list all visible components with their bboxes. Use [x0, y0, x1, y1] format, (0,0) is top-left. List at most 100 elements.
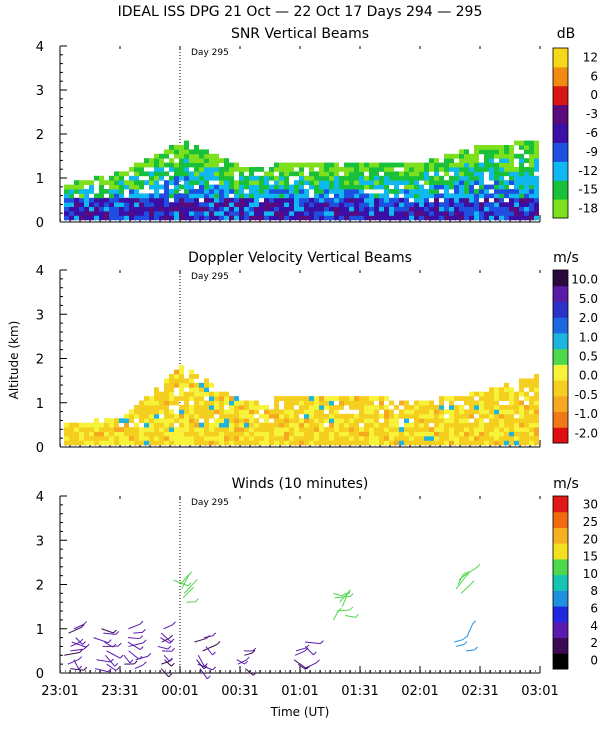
heatmap-cell	[89, 211, 94, 216]
heatmap-cell	[534, 431, 539, 437]
heatmap-cell	[359, 413, 364, 419]
heatmap-cell	[504, 145, 509, 150]
heatmap-cell	[149, 175, 154, 181]
heatmap-cell	[514, 193, 519, 199]
heatmap-cell	[419, 400, 424, 406]
heatmap-cell	[234, 440, 239, 446]
heatmap-cell	[529, 149, 534, 155]
heatmap-cell	[524, 197, 529, 203]
heatmap-cell	[259, 184, 264, 190]
heatmap-cell	[384, 197, 389, 203]
heatmap-cell	[314, 197, 319, 203]
heatmap-cell	[404, 175, 409, 181]
heatmap-cell	[229, 418, 234, 424]
heatmap-cell	[214, 215, 219, 221]
heatmap-cell	[74, 215, 79, 221]
heatmap-cell	[344, 184, 349, 190]
heatmap-cell	[499, 193, 504, 199]
heatmap-cell	[429, 404, 434, 410]
heatmap-cell	[299, 409, 304, 415]
heatmap-cell	[409, 167, 414, 172]
heatmap-cell	[344, 422, 349, 428]
wind-barb-flag	[203, 665, 208, 670]
heatmap-cell	[399, 435, 404, 441]
heatmap-cell	[169, 145, 174, 150]
heatmap-cell	[144, 202, 149, 207]
heatmap-cell	[199, 184, 204, 190]
heatmap-cell	[449, 175, 454, 181]
heatmap-cell	[144, 400, 149, 406]
heatmap-cell	[529, 400, 534, 406]
heatmap-cell	[424, 431, 429, 437]
heatmap-cell	[409, 180, 414, 185]
heatmap-cell	[434, 162, 439, 168]
heatmap-cell	[179, 158, 184, 163]
heatmap-cell	[504, 189, 509, 194]
heatmap-cell	[444, 158, 449, 163]
heatmap-cell	[209, 189, 214, 194]
heatmap-cell	[389, 215, 394, 221]
heatmap-cell	[274, 189, 279, 194]
heatmap-cell	[344, 413, 349, 419]
heatmap-cell	[154, 440, 159, 446]
heatmap-cell	[154, 387, 159, 393]
heatmap-cell	[499, 149, 504, 155]
heatmap-cell	[234, 162, 239, 168]
heatmap-cell	[199, 153, 204, 159]
heatmap-cell	[314, 409, 319, 415]
heatmap-cell	[384, 435, 389, 441]
heatmap-cell	[389, 162, 394, 168]
heatmap-cell	[524, 382, 529, 388]
heatmap-cell	[279, 206, 284, 212]
heatmap-cell	[164, 422, 169, 428]
colorbar-swatch	[553, 427, 568, 444]
heatmap-cell	[114, 422, 119, 428]
heatmap-cell	[219, 409, 224, 415]
heatmap-cell	[344, 418, 349, 424]
heatmap-cell	[289, 193, 294, 199]
heatmap-cell	[454, 404, 459, 410]
heatmap-cell	[184, 145, 189, 150]
x-tick-label: 03:01	[521, 684, 558, 699]
heatmap-cell	[339, 440, 344, 446]
heatmap-cell	[469, 167, 474, 172]
heatmap-cell	[289, 396, 294, 401]
heatmap-cell	[474, 422, 479, 428]
colorbar-swatch	[553, 621, 568, 639]
heatmap-cell	[314, 189, 319, 194]
heatmap-cell	[264, 180, 269, 185]
heatmap-cell	[289, 184, 294, 190]
heatmap-cell	[164, 427, 169, 432]
heatmap-cell	[224, 167, 229, 172]
heatmap-cell	[174, 373, 179, 379]
heatmap-cell	[229, 404, 234, 410]
heatmap-cell	[494, 400, 499, 406]
heatmap-cell	[174, 440, 179, 446]
heatmap-cell	[534, 153, 539, 159]
heatmap-cell	[479, 175, 484, 181]
heatmap-cell	[279, 184, 284, 190]
heatmap-cell	[164, 387, 169, 393]
heatmap-cell	[359, 404, 364, 410]
heatmap-cell	[219, 184, 224, 190]
heatmap-cell	[264, 171, 269, 177]
heatmap-cell	[474, 158, 479, 163]
heatmap-cell	[314, 418, 319, 424]
heatmap-cell	[194, 435, 199, 441]
heatmap-cell	[339, 202, 344, 207]
heatmap-cell	[234, 211, 239, 216]
heatmap-cell	[169, 413, 174, 419]
heatmap-cell	[369, 418, 374, 424]
heatmap-cell	[474, 206, 479, 212]
heatmap-cell	[304, 413, 309, 419]
heatmap-cell	[319, 431, 324, 437]
heatmap-cell	[304, 162, 309, 168]
heatmap-cell	[214, 153, 219, 159]
heatmap-cell	[99, 211, 104, 216]
wind-barb	[197, 655, 205, 667]
heatmap-cell	[159, 153, 164, 159]
heatmap-cell	[219, 211, 224, 216]
heatmap-cell	[134, 422, 139, 428]
heatmap-cell	[134, 189, 139, 194]
heatmap-cell	[484, 413, 489, 419]
